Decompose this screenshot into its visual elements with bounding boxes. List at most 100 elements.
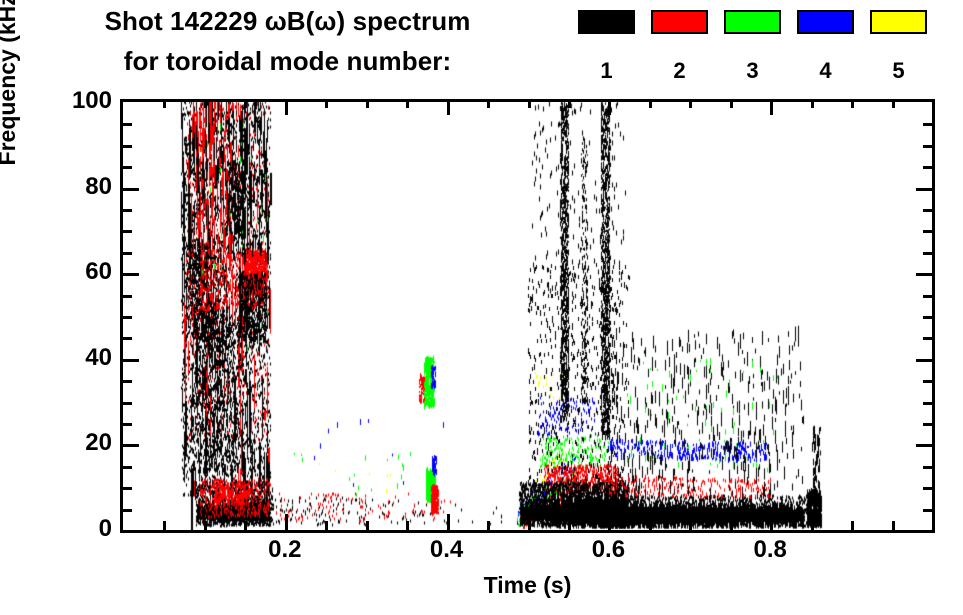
- x-tick-label: 0.4: [429, 536, 464, 563]
- legend-swatch-1: [578, 10, 635, 34]
- x-tick: [567, 521, 571, 530]
- y-tick: [123, 423, 132, 426]
- x-tick-top: [729, 99, 733, 108]
- x-tick-top: [648, 99, 652, 108]
- y-tick-right: [923, 401, 932, 405]
- y-tick: [123, 444, 139, 448]
- y-tick-right: [923, 316, 932, 319]
- x-tick-top: [487, 99, 491, 108]
- x-tick: [244, 521, 248, 530]
- y-tick: [123, 316, 132, 319]
- x-tick: [770, 514, 774, 530]
- legend-label-3: 3: [746, 58, 759, 83]
- x-tick-top: [891, 99, 895, 108]
- x-tick-top: [446, 99, 450, 115]
- y-tick-right: [923, 380, 932, 384]
- y-tick: [123, 251, 132, 255]
- x-tick: [284, 514, 288, 530]
- x-tick: [648, 521, 652, 530]
- y-tick: [123, 187, 139, 191]
- y-tick-right: [923, 123, 932, 127]
- y-tick-label: 20: [85, 429, 112, 457]
- y-tick-right: [923, 508, 932, 512]
- x-tick-top: [770, 99, 774, 115]
- y-tick-right: [923, 294, 932, 298]
- x-tick-top: [689, 99, 693, 108]
- x-tick: [487, 521, 491, 530]
- legend-label-2: 2: [673, 58, 686, 83]
- x-tick-label: 0.8: [753, 536, 787, 563]
- x-tick-top: [244, 99, 248, 108]
- x-tick-top: [406, 99, 410, 108]
- y-tick: [123, 144, 132, 148]
- y-tick-label: 100: [71, 87, 112, 114]
- legend-label-4: 4: [819, 58, 832, 83]
- x-tick-label: 0.6: [591, 536, 626, 563]
- legend-label-1: 1: [600, 58, 613, 83]
- x-tick-top: [851, 99, 855, 108]
- y-tick: [123, 487, 132, 491]
- y-tick-right: [916, 187, 932, 191]
- y-tick-right: [916, 444, 932, 448]
- x-tick: [446, 514, 450, 530]
- x-tick-top: [203, 99, 207, 108]
- y-tick: [123, 380, 132, 384]
- y-tick-label: 0: [98, 515, 112, 542]
- y-tick-right: [923, 423, 932, 426]
- x-tick: [406, 521, 410, 530]
- legend-label-5: 5: [892, 58, 905, 83]
- title-line-1: Shot 142229 ωB(ω) spectrum: [104, 6, 471, 36]
- x-tick: [325, 521, 329, 530]
- y-tick-right: [923, 230, 932, 234]
- x-axis-label: Time (s): [483, 572, 572, 598]
- y-tick: [123, 123, 132, 127]
- y-tick: [123, 273, 139, 277]
- y-tick-right: [923, 465, 932, 469]
- y-tick-right: [923, 166, 932, 170]
- y-tick: [123, 508, 132, 512]
- y-tick-right: [923, 209, 932, 212]
- y-tick-right: [923, 337, 932, 341]
- legend-swatch-2: [651, 10, 708, 34]
- y-tick: [123, 337, 132, 341]
- y-tick-label: 60: [85, 258, 112, 286]
- y-tick: [123, 465, 132, 469]
- y-tick-label: 80: [85, 172, 112, 200]
- title-line-2: for toroidal mode number:: [123, 46, 452, 76]
- legend-swatches: [578, 10, 927, 34]
- x-tick-top: [567, 99, 571, 108]
- legend: 1 2 3 4 5: [578, 10, 963, 90]
- x-tick-top: [608, 99, 612, 115]
- x-tick: [527, 521, 531, 530]
- y-tick-right: [916, 358, 932, 362]
- y-tick: [123, 166, 132, 170]
- legend-labels: 1 2 3 4 5: [578, 58, 927, 84]
- spectrogram-canvas: [123, 102, 932, 530]
- legend-swatch-3: [724, 10, 781, 34]
- x-tick: [203, 521, 207, 530]
- plot-area: [120, 99, 935, 533]
- x-tick-top: [810, 99, 814, 108]
- x-tick: [365, 521, 369, 530]
- x-tick: [810, 521, 814, 530]
- x-tick: [163, 521, 167, 530]
- x-tick-top: [163, 99, 167, 108]
- y-tick: [123, 294, 132, 298]
- y-tick-right: [916, 273, 932, 277]
- y-tick: [123, 230, 132, 234]
- y-tick-label: 40: [85, 343, 112, 371]
- figure-title: Shot 142229 ωB(ω) spectrum for toroidal …: [0, 0, 575, 92]
- x-tick: [608, 514, 612, 530]
- x-tick-top: [527, 99, 531, 108]
- x-tick: [689, 521, 693, 530]
- y-tick-right: [923, 144, 932, 148]
- y-tick-right: [923, 251, 932, 255]
- x-tick: [851, 521, 855, 530]
- x-tick-top: [325, 99, 329, 108]
- legend-swatch-4: [797, 10, 854, 34]
- y-tick-right: [923, 487, 932, 491]
- legend-swatch-5: [870, 10, 927, 34]
- y-tick: [123, 401, 132, 405]
- y-tick: [123, 209, 132, 212]
